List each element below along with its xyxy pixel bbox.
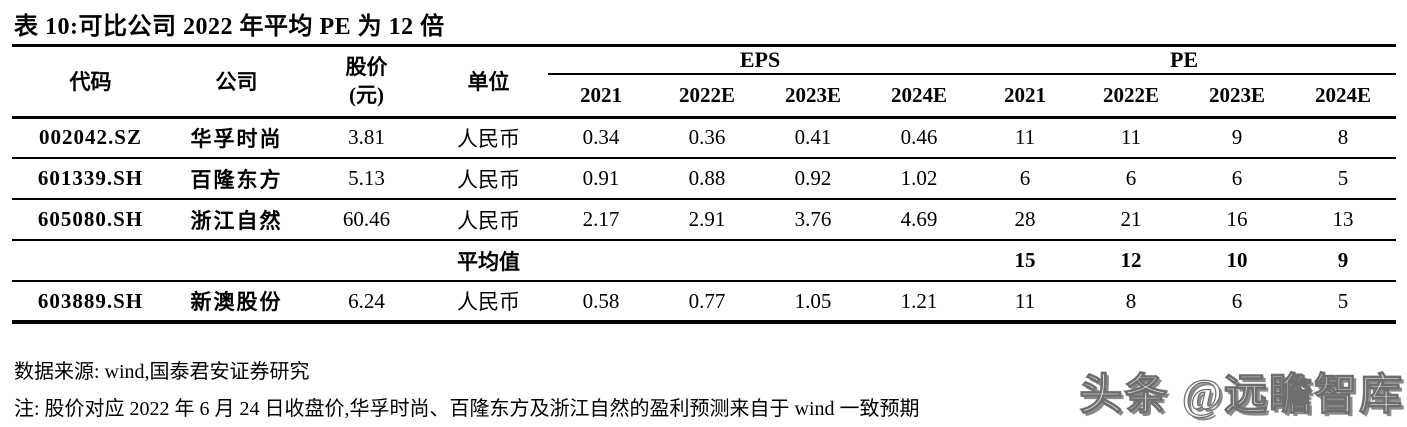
- cell-pe-2022e: 21: [1078, 199, 1185, 241]
- cell-price: 5.13: [304, 158, 429, 200]
- cell-eps-2021: 0.58: [548, 281, 654, 324]
- price-header-line2: (元): [349, 83, 384, 108]
- cell-pe-2021: 11: [972, 117, 1079, 159]
- eps-year-2023e: 2023E: [760, 74, 866, 119]
- cell-price: 3.81: [304, 117, 429, 159]
- empty-cell: [169, 240, 304, 282]
- data-source-line: 数据来源: wind,国泰君安证券研究: [14, 361, 310, 383]
- cell-pe-2022e: 6: [1078, 158, 1185, 200]
- header-group-row: 代码 公司 股价 (元) 单位 EPS PE: [12, 45, 1397, 119]
- eps-year-2022e: 2022E: [654, 74, 760, 119]
- cell-pe-2021: 6: [972, 158, 1079, 200]
- cell-code: 603889.SH: [12, 281, 169, 324]
- cell-company: 浙江自然: [169, 199, 304, 241]
- table-row-bailong: 601339.SH 百隆东方 5.13 人民币 0.91 0.88 0.92 1…: [12, 158, 1397, 200]
- table-row-average: 平均值 15 12 10 9: [12, 240, 1397, 282]
- pe-year-2024e: 2024E: [1290, 74, 1397, 119]
- cell-unit: 人民币: [429, 158, 548, 200]
- cell-eps-2022e: 0.36: [654, 117, 760, 159]
- eps-year-2024e: 2024E: [866, 74, 973, 119]
- empty-cell: [12, 240, 169, 282]
- cell-pe-2023e: 6: [1184, 158, 1291, 200]
- table-row-huafu: 002042.SZ 华孚时尚 3.81 人民币 0.34 0.36 0.41 0…: [12, 117, 1397, 159]
- cell-pe-2024e: 8: [1290, 117, 1397, 159]
- col-group-pe: PE: [972, 45, 1397, 75]
- cell-pe-2023e: 6: [1184, 281, 1291, 324]
- pe-year-2023e: 2023E: [1184, 74, 1291, 119]
- cell-eps-2021: 2.17: [548, 199, 654, 241]
- watermark: 头条 @远瞻智库: [1079, 371, 1404, 419]
- table-row-zhejiang: 605080.SH 浙江自然 60.46 人民币 2.17 2.91 3.76 …: [12, 199, 1397, 241]
- table-title: 表 10:可比公司 2022 年平均 PE 为 12 倍: [14, 14, 445, 40]
- cell-price: 60.46: [304, 199, 429, 241]
- empty-cell: [654, 240, 760, 282]
- empty-cell: [760, 240, 866, 282]
- cell-pe-2023e: 9: [1184, 117, 1291, 159]
- comparable-companies-table: 代码 公司 股价 (元) 单位 EPS PE 2021 2022E 2023E …: [12, 44, 1397, 324]
- price-header-line1: 股价: [345, 54, 388, 79]
- cell-eps-2023e: 3.76: [760, 199, 866, 241]
- empty-cell: [548, 240, 654, 282]
- cell-eps-2024e: 1.21: [866, 281, 973, 324]
- cell-eps-2023e: 1.05: [760, 281, 866, 324]
- avg-pe-2021: 15: [972, 240, 1079, 282]
- avg-pe-2023e: 10: [1184, 240, 1291, 282]
- cell-code: 605080.SH: [12, 199, 169, 241]
- empty-cell: [304, 240, 429, 282]
- col-group-eps: EPS: [548, 45, 973, 75]
- header-year-row: 2021 2022E 2023E 2024E 2021 2022E 2023E …: [12, 74, 1397, 119]
- col-header-unit: 单位: [429, 45, 548, 119]
- cell-pe-2024e: 5: [1290, 158, 1397, 200]
- avg-pe-2022e: 12: [1078, 240, 1185, 282]
- cell-eps-2023e: 0.92: [760, 158, 866, 200]
- cell-eps-2023e: 0.41: [760, 117, 866, 159]
- cell-pe-2023e: 16: [1184, 199, 1291, 241]
- cell-unit: 人民币: [429, 117, 548, 159]
- cell-eps-2021: 0.91: [548, 158, 654, 200]
- cell-code: 002042.SZ: [12, 117, 169, 159]
- cell-company: 华孚时尚: [169, 117, 304, 159]
- col-header-code: 代码: [12, 45, 169, 119]
- cell-pe-2024e: 13: [1290, 199, 1397, 241]
- note-line: 注: 股价对应 2022 年 6 月 24 日收盘价,华孚时尚、百隆东方及浙江自…: [14, 398, 920, 420]
- cell-unit: 人民币: [429, 199, 548, 241]
- cell-eps-2024e: 0.46: [866, 117, 973, 159]
- empty-cell: [866, 240, 973, 282]
- cell-unit: 人民币: [429, 281, 548, 324]
- cell-price: 6.24: [304, 281, 429, 324]
- cell-eps-2021: 0.34: [548, 117, 654, 159]
- cell-pe-2021: 28: [972, 199, 1079, 241]
- pe-year-2021: 2021: [972, 74, 1079, 119]
- cell-eps-2022e: 0.77: [654, 281, 760, 324]
- cell-pe-2024e: 5: [1290, 281, 1397, 324]
- cell-company: 百隆东方: [169, 158, 304, 200]
- cell-pe-2021: 11: [972, 281, 1079, 324]
- pe-year-2022e: 2022E: [1078, 74, 1185, 119]
- cell-eps-2024e: 4.69: [866, 199, 973, 241]
- average-label: 平均值: [429, 240, 548, 282]
- cell-code: 601339.SH: [12, 158, 169, 200]
- avg-pe-2024e: 9: [1290, 240, 1397, 282]
- cell-eps-2024e: 1.02: [866, 158, 973, 200]
- cell-eps-2022e: 2.91: [654, 199, 760, 241]
- cell-pe-2022e: 8: [1078, 281, 1185, 324]
- col-header-company: 公司: [169, 45, 304, 119]
- cell-pe-2022e: 11: [1078, 117, 1185, 159]
- cell-eps-2022e: 0.88: [654, 158, 760, 200]
- eps-year-2021: 2021: [548, 74, 654, 119]
- cell-company: 新澳股份: [169, 281, 304, 324]
- col-header-price: 股价 (元): [304, 45, 429, 119]
- table-row-xinao: 603889.SH 新澳股份 6.24 人民币 0.58 0.77 1.05 1…: [12, 281, 1397, 324]
